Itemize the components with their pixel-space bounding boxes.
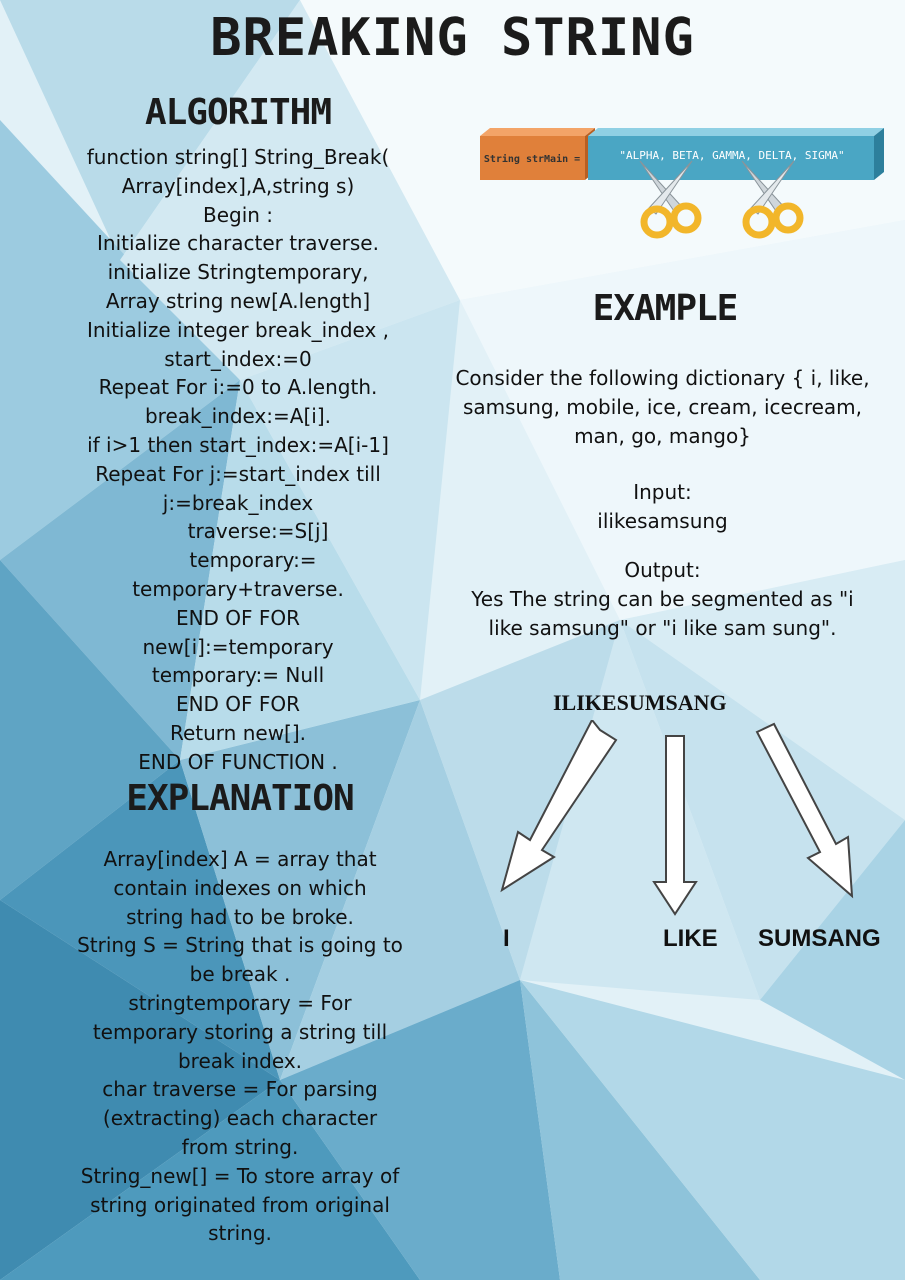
explanation-line: temporary storing a string till xyxy=(92,1019,388,1044)
algorithm-line: END OF FUNCTION . xyxy=(138,749,338,774)
arrow-down-left-icon xyxy=(500,720,618,893)
algorithm-line: END OF FOR xyxy=(175,605,301,630)
algorithm-line: start_index:=0 xyxy=(164,346,312,371)
algorithm-line: Repeat For j:=start_index till xyxy=(95,461,381,486)
algorithm-line: j:=break_index xyxy=(162,490,314,515)
algorithm-line: Begin : xyxy=(202,202,274,227)
explanation-line: string originated from original xyxy=(90,1192,390,1217)
diagram-source-word: ILIKESUMSANG xyxy=(553,690,727,715)
algorithm-line: END OF FOR xyxy=(175,692,301,717)
explanation-line: (extracting) each character xyxy=(102,1106,378,1131)
algorithm-line: temporary:= Null xyxy=(151,663,325,688)
algorithm-line: function string[] String_Break( xyxy=(86,145,390,169)
example-output: Output: Yes The string can be segmented … xyxy=(440,556,885,643)
example-input: Input: ilikesamsung xyxy=(440,478,885,536)
explanation-body: Array[index] A = array that contain inde… xyxy=(60,845,420,1248)
algorithm-line: Array[index],A,string s) xyxy=(121,173,355,198)
explanation-line: String_new[] = To store array of xyxy=(80,1163,400,1188)
string-banner-illustration: String strMain = "ALPHA, BETA, GAMMA, DE… xyxy=(480,128,884,239)
banner-label: String strMain = xyxy=(484,153,580,165)
explanation-line: be break . xyxy=(189,962,291,987)
explanation-line: char traverse = For parsing xyxy=(102,1077,378,1102)
explanation-line: string. xyxy=(208,1221,272,1246)
input-label: Input: xyxy=(633,480,692,504)
explanation-heading: EXPLANATION xyxy=(126,778,354,819)
explanation-line: Array[index] A = array that xyxy=(103,847,377,871)
part-word: I xyxy=(503,925,510,952)
explanation-line: break index. xyxy=(177,1048,303,1073)
algorithm-body: function string[] String_Break( Array[in… xyxy=(48,143,428,777)
arrow-down-right-icon xyxy=(755,722,854,899)
input-value: ilikesamsung xyxy=(597,509,728,533)
output-label: Output: xyxy=(624,558,701,582)
dictionary-line: samsung, mobile, ice, cream, icecream, xyxy=(462,395,863,419)
explanation-line: contain indexes on which xyxy=(113,875,367,900)
algorithm-line: break_index:=A[i]. xyxy=(144,404,332,429)
algorithm-line: traverse:=S[j] xyxy=(187,519,329,544)
part-word: LIKE xyxy=(663,925,718,952)
dictionary-line: Consider the following dictionary { i, l… xyxy=(455,366,870,390)
banner-value: "ALPHA, BETA, GAMMA, DELTA, SIGMA" xyxy=(619,149,844,162)
split-arrows xyxy=(500,720,854,916)
explanation-line: string had to be broke. xyxy=(126,904,354,929)
explanation-line: from string. xyxy=(181,1134,299,1159)
scissors-icon xyxy=(741,160,804,239)
algorithm-line: Array string new[A.length] xyxy=(105,288,371,313)
algorithm-line: initialize Stringtemporary, xyxy=(107,260,369,285)
algorithm-line: Initialize character traverse. xyxy=(97,231,379,256)
algorithm-line: Return new[]. xyxy=(169,720,307,745)
algorithm-line: Initialize integer break_index , xyxy=(86,317,390,342)
output-line: like samsung" or "i like sam sung". xyxy=(488,616,837,640)
algorithm-heading: ALGORITHM xyxy=(144,92,332,133)
example-heading: EXAMPLE xyxy=(592,288,739,329)
example-dictionary: Consider the following dictionary { i, l… xyxy=(440,364,885,451)
scissors-icon xyxy=(639,160,702,239)
algorithm-line: temporary:= xyxy=(189,548,317,573)
explanation-line: stringtemporary = For xyxy=(128,990,352,1015)
output-line: Yes The string can be segmented as "i xyxy=(471,587,854,611)
part-word: SUMSANG xyxy=(758,925,881,952)
arrow-down-icon xyxy=(652,735,698,916)
algorithm-line: temporary+traverse. xyxy=(132,576,344,601)
explanation-line: String S = String that is going to xyxy=(77,933,403,958)
algorithm-line: Repeat For i:=0 to A.length. xyxy=(98,375,378,400)
dictionary-line: man, go, mango} xyxy=(574,424,751,448)
page-title: BREAKING STRING xyxy=(210,8,695,68)
algorithm-line: new[i]:=temporary xyxy=(142,634,334,659)
algorithm-line: if i>1 then start_index:=A[i-1] xyxy=(87,432,389,457)
